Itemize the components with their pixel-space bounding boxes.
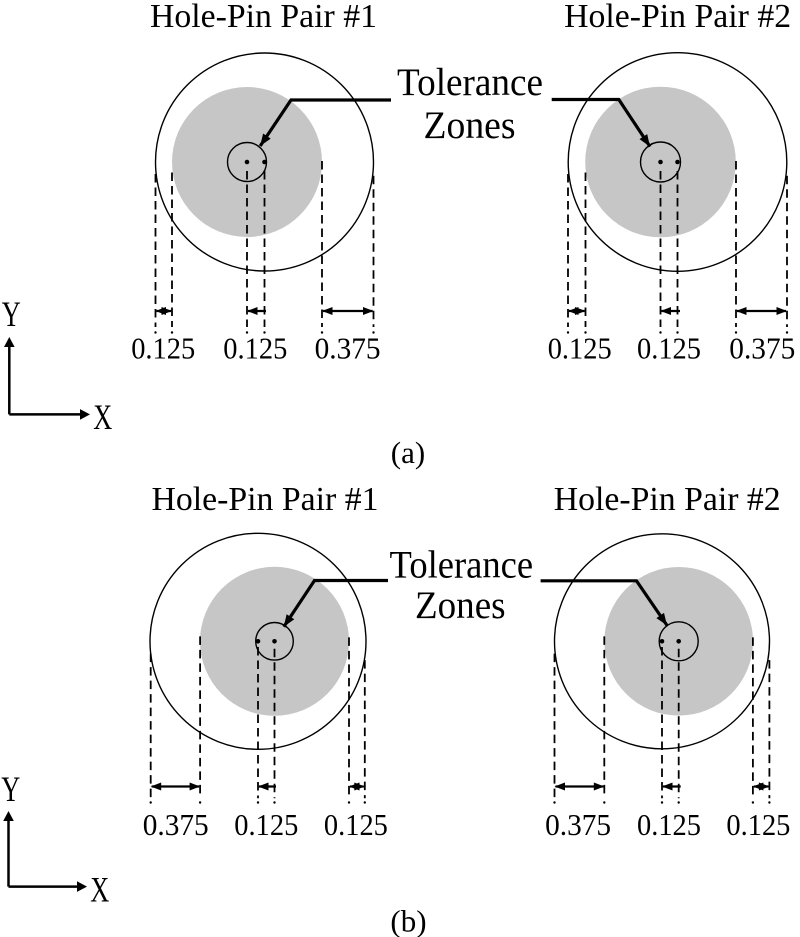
svg-text:(a): (a): [391, 435, 425, 470]
svg-text:X: X: [93, 397, 112, 437]
svg-text:Hole-Pin Pair #2: Hole-Pin Pair #2: [554, 481, 781, 518]
svg-text:0.375: 0.375: [143, 807, 209, 842]
svg-text:0.125: 0.125: [726, 807, 790, 842]
svg-text:Hole-Pin Pair #1: Hole-Pin Pair #1: [150, 0, 377, 35]
svg-text:Zones: Zones: [424, 104, 516, 147]
svg-text:0.125: 0.125: [637, 331, 701, 366]
svg-text:0.125: 0.125: [131, 331, 195, 366]
svg-text:(b): (b): [390, 904, 426, 937]
svg-text:X: X: [90, 869, 109, 909]
svg-text:Zones: Zones: [415, 584, 506, 627]
svg-text:0.375: 0.375: [315, 331, 381, 366]
svg-text:0.375: 0.375: [545, 807, 611, 842]
svg-text:0.125: 0.125: [548, 331, 612, 366]
svg-text:Y: Y: [2, 294, 21, 334]
svg-text:0.125: 0.125: [223, 331, 287, 366]
svg-text:0.375: 0.375: [729, 331, 795, 366]
svg-text:Y: Y: [1, 769, 20, 809]
svg-text:0.125: 0.125: [324, 807, 388, 842]
svg-text:Tolerance: Tolerance: [390, 544, 534, 587]
svg-text:Hole-Pin Pair #2: Hole-Pin Pair #2: [564, 0, 791, 35]
svg-text:Hole-Pin Pair #1: Hole-Pin Pair #1: [152, 481, 379, 518]
svg-text:Tolerance: Tolerance: [397, 61, 543, 104]
svg-text:0.125: 0.125: [637, 807, 701, 842]
svg-text:0.125: 0.125: [234, 807, 298, 842]
